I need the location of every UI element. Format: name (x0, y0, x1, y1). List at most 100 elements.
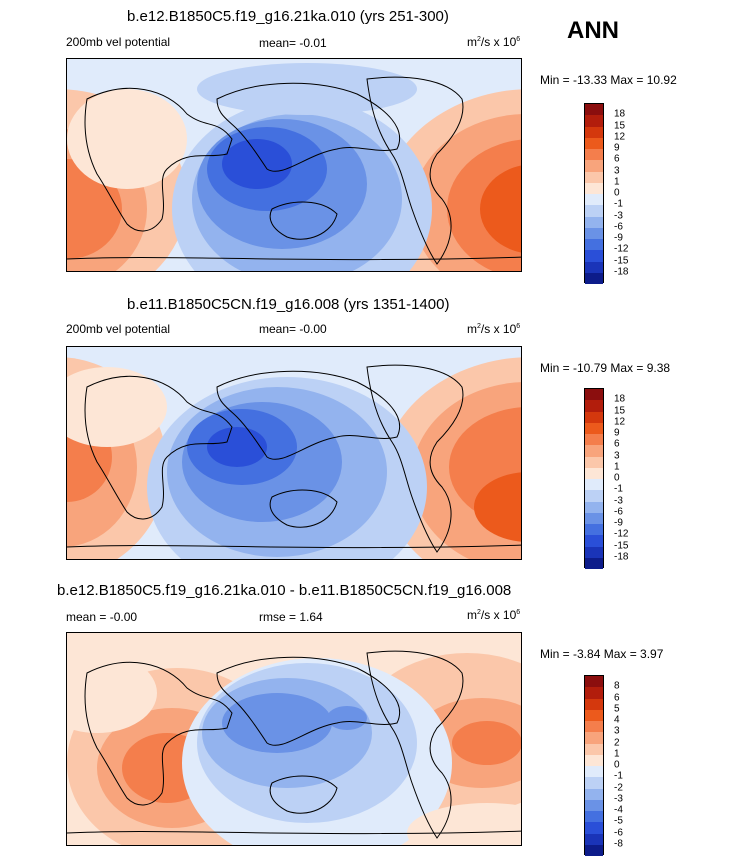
colorbar-tick-label: 3 (614, 165, 620, 176)
colorbar-swatch (585, 754, 603, 766)
colorbar-swatch (585, 546, 603, 558)
colorbar-tick-label: 18 (614, 108, 626, 120)
colorbar-tick-label: 3 (614, 450, 620, 461)
colorbar-tick-label: 0 (614, 472, 620, 484)
panel-1-units-label: m2/s x 106 (467, 35, 520, 49)
colorbar-tick-label: 1 (614, 748, 620, 760)
contour-region (222, 139, 292, 189)
colorbar-tick-label: 8 (614, 680, 620, 692)
colorbar-swatch (585, 557, 603, 569)
coastline (216, 656, 401, 746)
panel-1-colorbar (584, 103, 604, 284)
colorbar-swatch (585, 833, 603, 845)
panel-2-variable-label: 200mb vel potential (66, 322, 171, 336)
contour-region (67, 653, 157, 733)
colorbar-tick-label: -2 (614, 782, 623, 793)
colorbar-tick-label: -9 (614, 232, 623, 244)
coastline (366, 650, 464, 839)
contour-region (67, 367, 167, 447)
colorbar-swatch (585, 698, 603, 710)
panel-1-map (66, 58, 522, 272)
colorbar-tick-label: -12 (614, 528, 629, 540)
colorbar-tick-label: 4 (614, 714, 620, 726)
panel-2-colorbar (584, 388, 604, 569)
panel-1-units-sup1: 2 (477, 36, 481, 43)
colorbar-swatch (585, 743, 603, 755)
panel-3-units-sup1: 2 (477, 609, 481, 616)
colorbar-tick-label: -1 (614, 483, 623, 495)
coastline (216, 82, 401, 172)
colorbar-tick-label: 0 (614, 759, 620, 771)
colorbar-swatch (585, 445, 603, 457)
colorbar-swatch (585, 160, 603, 172)
coastline (67, 544, 521, 549)
panel-1-contour-field (67, 59, 521, 271)
colorbar-tick-label: 15 (614, 120, 626, 131)
contour-region (327, 706, 367, 730)
colorbar-tick-label: 18 (614, 393, 626, 405)
coastline (269, 201, 338, 240)
colorbar-tick-label: -12 (614, 243, 629, 255)
colorbar-tick-label: -5 (614, 815, 623, 827)
colorbar-tick-label: -18 (614, 551, 629, 563)
colorbar-swatch (585, 239, 603, 251)
colorbar-tick-label: 5 (614, 703, 620, 715)
panel-1-title: b.e12.B1850C5.f19_g16.21ka.010 (yrs 251-… (127, 8, 449, 25)
panel-3-units-base: m (467, 608, 477, 622)
colorbar-tick-label: -1 (614, 770, 623, 782)
coastline (67, 830, 521, 835)
panel-2-units-mid: /s x 10 (480, 322, 517, 336)
colorbar-swatch (585, 389, 603, 401)
panel-3-map (66, 632, 522, 846)
colorbar-tick-label: 6 (614, 692, 620, 703)
colorbar-tick-label: 2 (614, 737, 620, 748)
colorbar-tick-label: 6 (614, 153, 620, 165)
coastline (84, 87, 233, 232)
colorbar-swatch (585, 434, 603, 446)
coastline (366, 364, 464, 553)
colorbar-swatch (585, 400, 603, 412)
panel-2-map (66, 346, 522, 560)
colorbar-tick-label: -3 (614, 793, 623, 805)
panel-3-units-mid: /s x 10 (480, 608, 517, 622)
colorbar-swatch (585, 490, 603, 502)
colorbar-swatch (585, 411, 603, 423)
colorbar-swatch (585, 766, 603, 778)
colorbar-swatch (585, 467, 603, 479)
panel-2-units-label: m2/s x 106 (467, 322, 520, 336)
panel-3-rmse-label: rmse = 1.64 (259, 610, 323, 624)
colorbar-tick-label: 9 (614, 427, 620, 439)
colorbar-swatch (585, 512, 603, 524)
season-label: ANN (567, 17, 619, 44)
contour-region (197, 63, 417, 115)
coastline (366, 76, 464, 265)
coastline (269, 775, 338, 814)
colorbar-tick-label: -18 (614, 266, 629, 278)
colorbar-swatch (585, 261, 603, 273)
panel-2-title: b.e11.B1850C5CN.f19_g16.008 (yrs 1351-14… (127, 296, 450, 313)
colorbar-tick-label: -4 (614, 804, 623, 816)
colorbar-swatch (585, 216, 603, 228)
colorbar-swatch (585, 535, 603, 547)
contour-region (222, 693, 332, 753)
panel-3-units-sup2: 6 (516, 609, 521, 616)
coastline (84, 661, 233, 806)
colorbar-tick-label: 1 (614, 176, 620, 188)
colorbar-tick-label: 1 (614, 461, 620, 473)
panel-1-units-mid: /s x 10 (480, 35, 517, 49)
panel-2-contour-field (67, 347, 521, 559)
coastline (84, 375, 233, 520)
colorbar-tick-label: 6 (614, 438, 620, 450)
colorbar-swatch (585, 479, 603, 491)
contour-region (207, 427, 267, 467)
panel-2-units-base: m (467, 322, 477, 336)
panel-1-units-base: m (467, 35, 477, 49)
contour-region (480, 165, 521, 253)
colorbar-swatch (585, 676, 603, 688)
colorbar-tick-label: -1 (614, 198, 623, 210)
colorbar-swatch (585, 501, 603, 513)
colorbar-swatch (585, 799, 603, 811)
colorbar-tick-label: 15 (614, 405, 626, 416)
colorbar-swatch (585, 205, 603, 217)
colorbar-tick-label: -8 (614, 838, 623, 850)
